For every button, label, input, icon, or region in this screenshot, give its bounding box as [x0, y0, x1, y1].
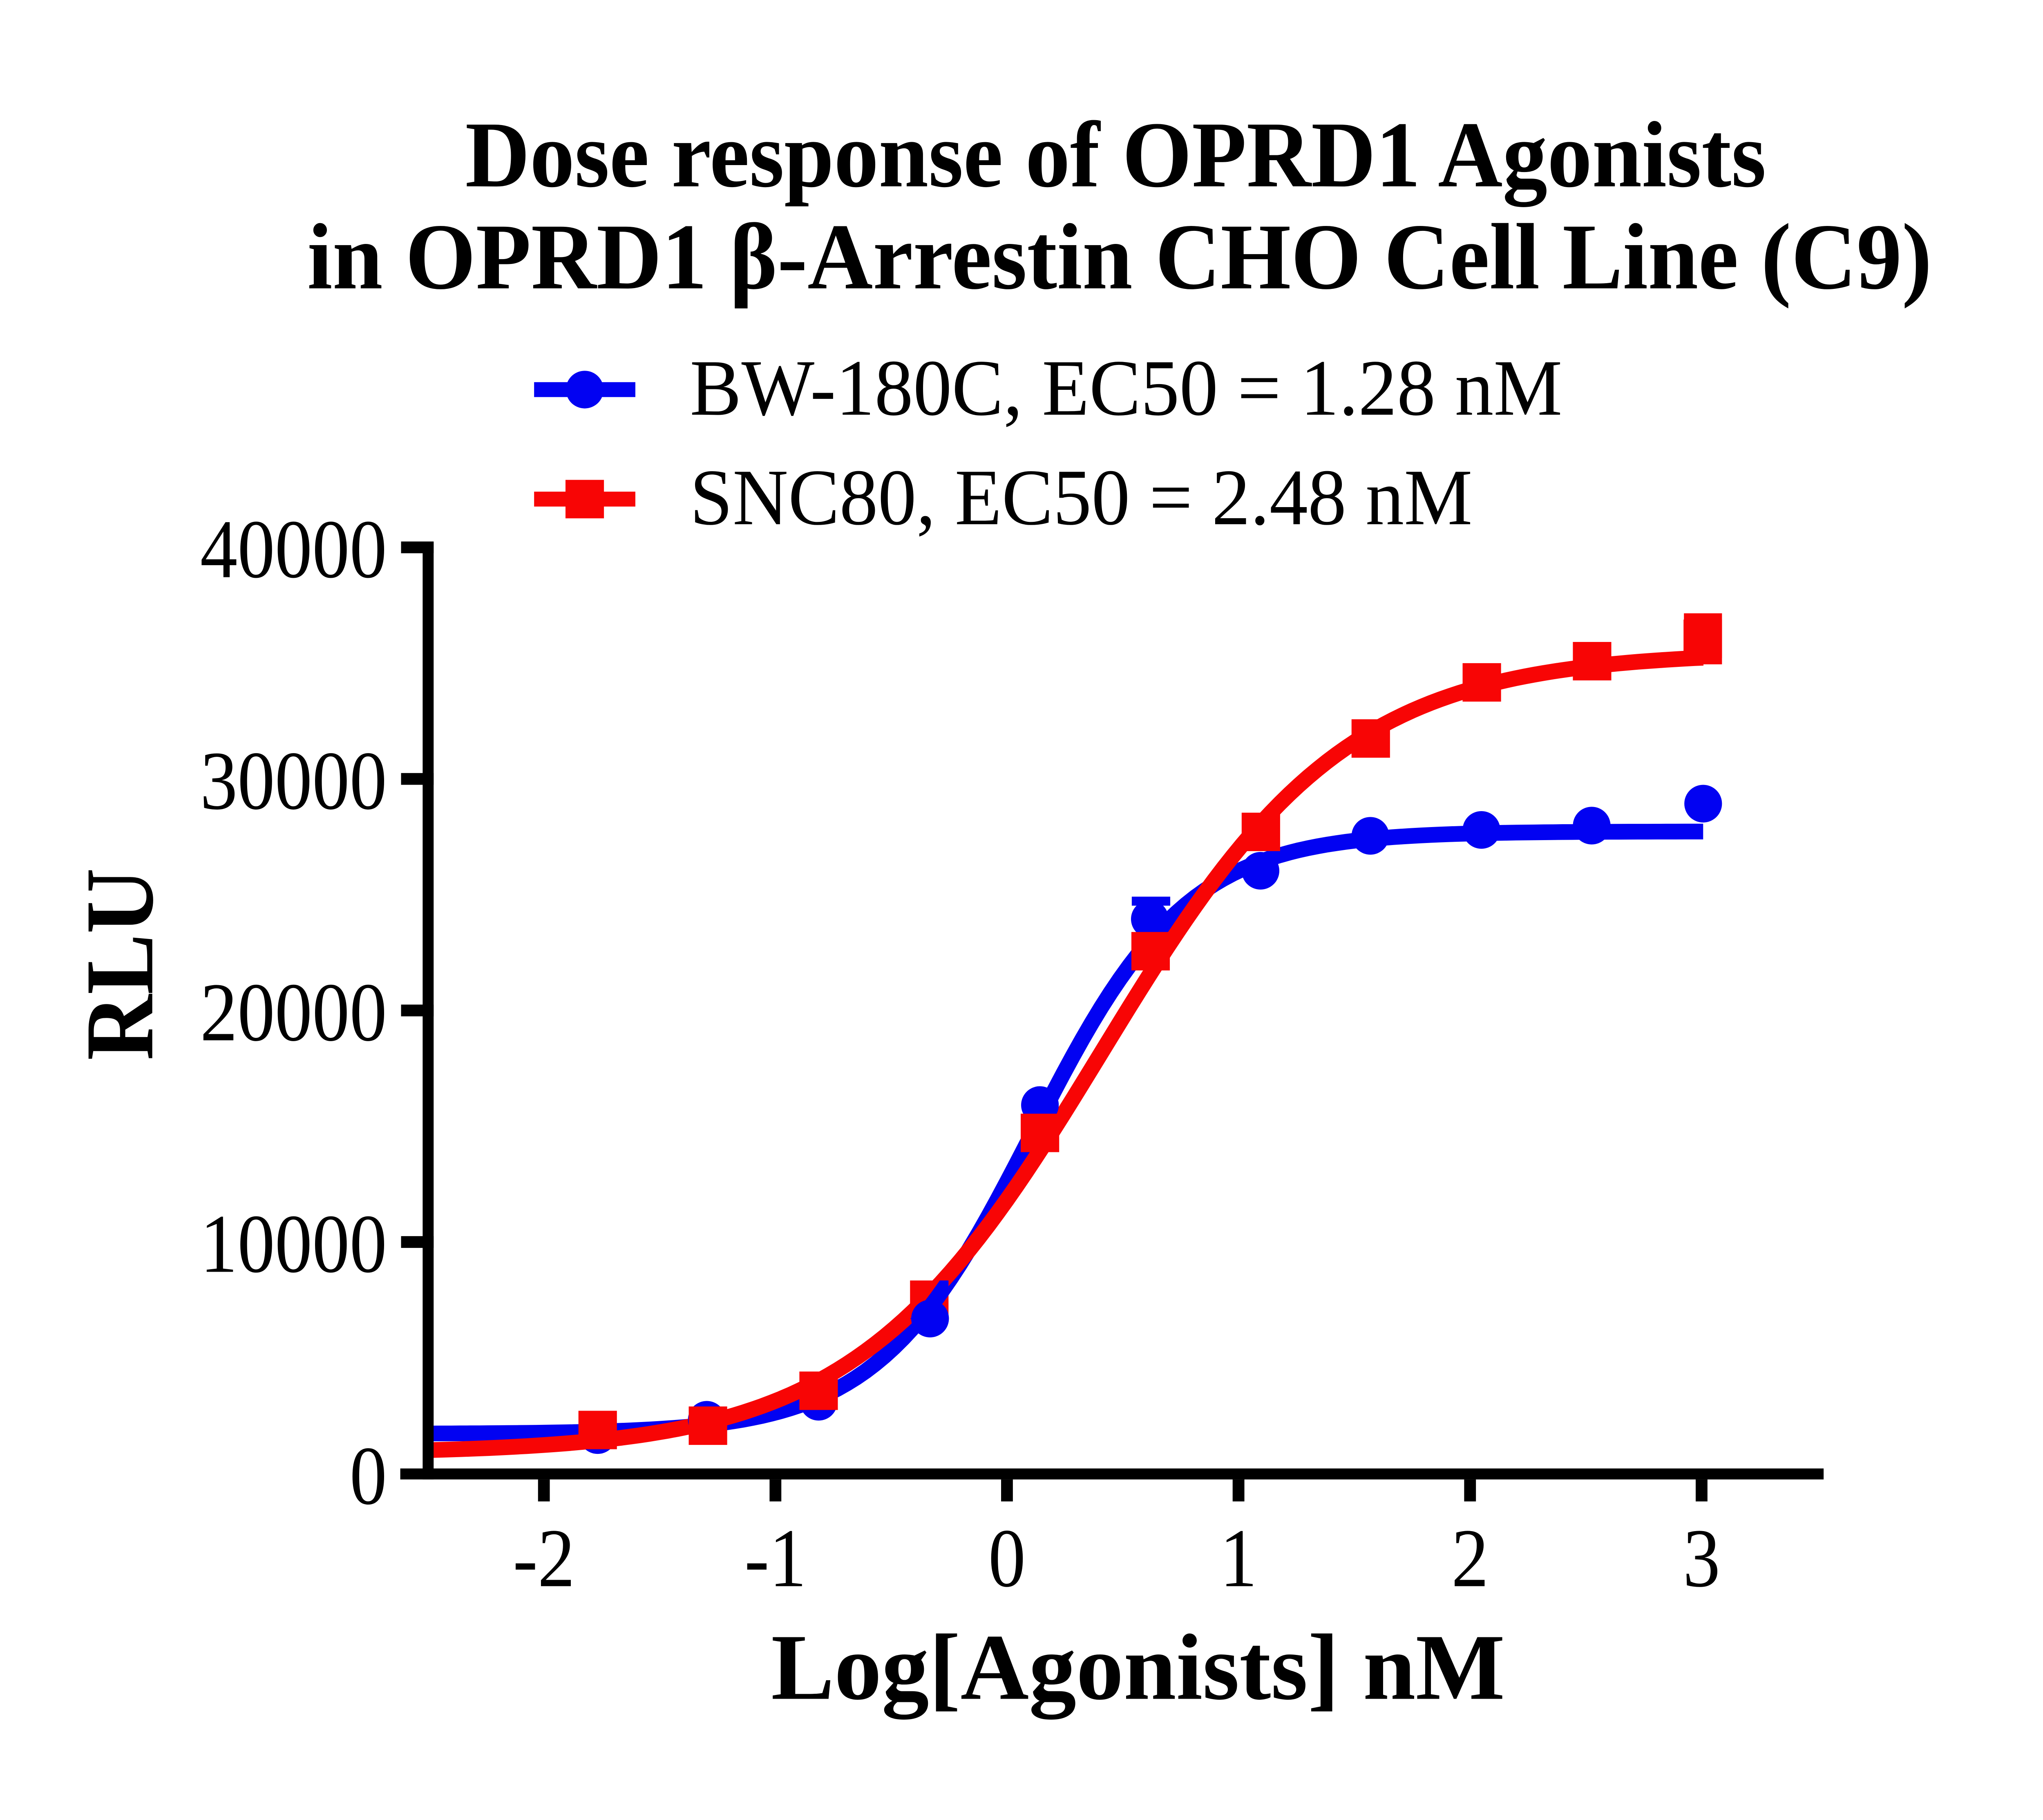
svg-text:BW-180C, EC50 = 1.28 nM: BW-180C, EC50 = 1.28 nM	[690, 344, 1562, 432]
svg-text:20000: 20000	[200, 966, 387, 1059]
svg-text:40000: 40000	[200, 503, 387, 596]
svg-text:2: 2	[1451, 1512, 1489, 1605]
svg-text:Dose response of OPRD1 Agonist: Dose response of OPRD1 Agonists	[465, 103, 1766, 207]
svg-text:1: 1	[1220, 1512, 1257, 1605]
svg-text:RLU: RLU	[66, 868, 174, 1060]
svg-text:Log[Agonists] nM: Log[Agonists] nM	[771, 1615, 1505, 1719]
svg-text:-2: -2	[513, 1512, 575, 1605]
svg-text:10000: 10000	[200, 1198, 387, 1290]
svg-text:in OPRD1 β-Arrestin CHO Cell L: in OPRD1 β-Arrestin CHO Cell Line (C9)	[307, 205, 1932, 309]
svg-text:3: 3	[1683, 1512, 1720, 1605]
svg-text:SNC80, EC50 = 2.48 nM: SNC80, EC50 = 2.48 nM	[690, 453, 1472, 542]
svg-text:-1: -1	[744, 1512, 807, 1605]
svg-text:30000: 30000	[200, 735, 387, 827]
svg-text:0: 0	[350, 1430, 387, 1522]
svg-text:0: 0	[988, 1512, 1026, 1605]
